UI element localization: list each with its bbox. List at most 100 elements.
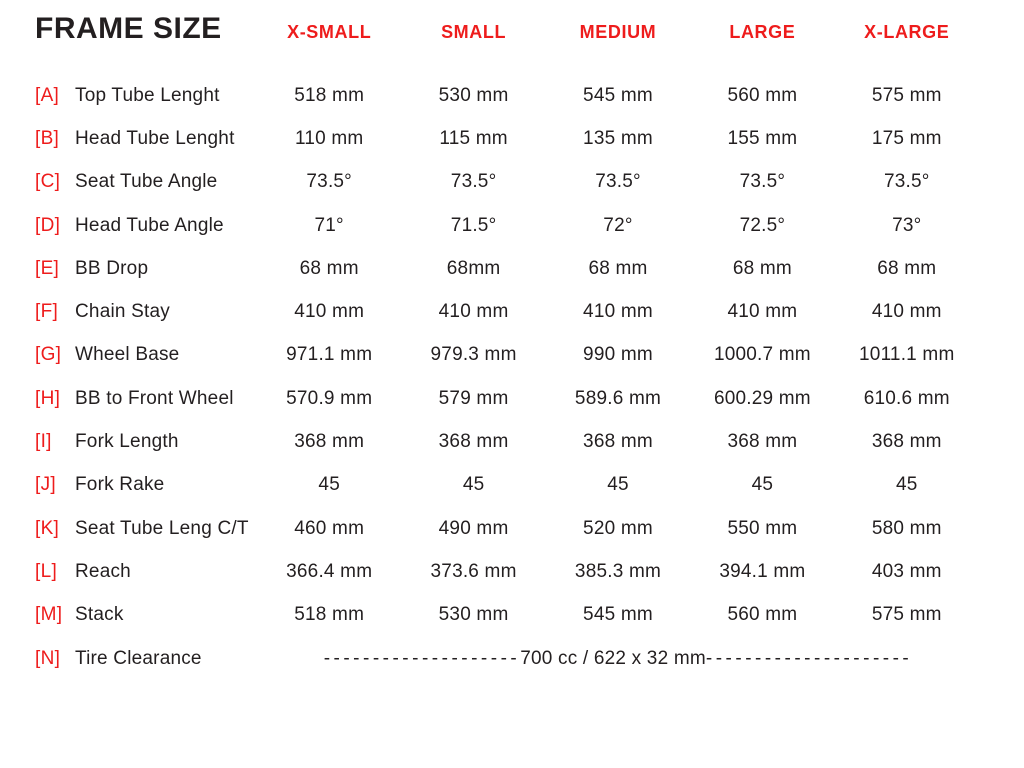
row-label-cell: [I] Fork Length xyxy=(35,431,257,453)
value-cell: 394.1 mm xyxy=(719,560,806,582)
value-cell: 579 mm xyxy=(438,387,509,409)
table-row-seat-tube-length: [K] Seat Tube Leng C/T 460 mm 490 mm 520… xyxy=(35,507,1024,550)
value-cell: 1011.1 mm xyxy=(859,344,955,366)
value-cell: 366.4 mm xyxy=(286,560,373,582)
row-key: [A] xyxy=(35,84,60,106)
row-label-cell: [F] Chain Stay xyxy=(35,301,257,323)
value-cell: 518 mm xyxy=(294,84,365,106)
table-row-chain-stay: [F] Chain Stay 410 mm 410 mm 410 mm 410 … xyxy=(35,290,1024,333)
row-label: Seat Tube Leng C/T xyxy=(75,517,249,539)
dash-filler-left: -------------------- xyxy=(323,647,521,669)
value-cell: 72.5° xyxy=(739,214,786,236)
value-cell: 368 mm xyxy=(583,431,653,453)
value-cell: 410 mm xyxy=(438,301,509,323)
value-cell: 560 mm xyxy=(727,84,798,106)
row-label: Head Tube Angle xyxy=(75,214,224,236)
row-label: BB Drop xyxy=(75,257,149,279)
row-label-cell: [G] Wheel Base xyxy=(35,344,257,366)
value-cell: 373.6 mm xyxy=(430,560,517,582)
row-key: [J] xyxy=(35,474,56,496)
value-cell: 135 mm xyxy=(583,127,653,149)
row-key: [D] xyxy=(35,214,61,236)
row-label-cell: [D] Head Tube Angle xyxy=(35,215,257,237)
value-cell: 73° xyxy=(892,214,922,236)
row-label: Fork Rake xyxy=(75,474,165,496)
value-cell: 45 xyxy=(318,474,340,496)
row-key: [L] xyxy=(35,560,58,582)
value-cell: 460 mm xyxy=(294,517,365,539)
row-label-cell: [H] BB to Front Wheel xyxy=(35,388,257,410)
row-label-cell: [N] Tire Clearance xyxy=(35,648,257,670)
value-cell: 155 mm xyxy=(727,127,798,149)
column-header-small: SMALL xyxy=(441,22,507,42)
value-cell: 990 mm xyxy=(583,344,653,366)
row-label-cell: [M] Stack xyxy=(35,604,257,626)
row-label: Head Tube Lenght xyxy=(75,127,235,149)
table-row-wheel-base: [G] Wheel Base 971.1 mm 979.3 mm 990 mm … xyxy=(35,334,1024,377)
row-label: Seat Tube Angle xyxy=(75,171,218,193)
frame-size-table: FRAME SIZE X-SMALL SMALL MEDIUM LARGE X-… xyxy=(35,12,1024,680)
row-key: [F] xyxy=(35,301,59,323)
row-key: [K] xyxy=(35,517,60,539)
row-key: [G] xyxy=(35,344,62,366)
value-cell: 45 xyxy=(462,474,485,496)
column-header-x-small: X-SMALL xyxy=(287,22,372,42)
value-cell: 545 mm xyxy=(583,84,653,106)
value-cell: 575 mm xyxy=(871,604,942,626)
row-label: Reach xyxy=(75,560,131,582)
row-key: [C] xyxy=(35,171,61,193)
value-cell: 1000.7 mm xyxy=(713,344,811,366)
value-cell: 68mm xyxy=(446,257,501,279)
value-cell: 530 mm xyxy=(438,604,509,626)
table-row-fork-rake: [J] Fork Rake 45 45 45 45 45 xyxy=(35,464,1024,507)
page-title: FRAME SIZE xyxy=(35,12,222,45)
row-label: Top Tube Lenght xyxy=(75,84,220,106)
value-cell: 175 mm xyxy=(871,127,942,149)
value-cell: 971.1 mm xyxy=(286,344,373,366)
value-cell: 570.9 mm xyxy=(286,387,373,409)
value-cell: 68 mm xyxy=(732,257,792,279)
value-cell: 589.6 mm xyxy=(574,387,662,409)
row-label-cell: [J] Fork Rake xyxy=(35,474,257,496)
value-cell: 68 mm xyxy=(588,257,648,279)
value-cell: 368 mm xyxy=(294,431,365,453)
row-label: BB to Front Wheel xyxy=(75,387,234,409)
value-cell: 71.5° xyxy=(450,214,497,236)
row-label: Wheel Base xyxy=(75,344,180,366)
value-cell: 560 mm xyxy=(727,604,798,626)
value-cell: 73.5° xyxy=(739,171,786,193)
value-cell: 410 mm xyxy=(583,301,653,323)
table-row-fork-length: [I] Fork Length 368 mm 368 mm 368 mm 368… xyxy=(35,420,1024,463)
value-cell: 68 mm xyxy=(877,257,937,279)
table-row-reach: [L] Reach 366.4 mm 373.6 mm 385.3 mm 394… xyxy=(35,550,1024,593)
value-cell: 410 mm xyxy=(727,301,798,323)
value-cell: 368 mm xyxy=(871,431,942,453)
row-label: Stack xyxy=(75,604,124,626)
value-cell: 410 mm xyxy=(871,301,942,323)
row-key: [M] xyxy=(35,604,63,626)
column-header-large: LARGE xyxy=(729,22,796,42)
value-cell: 73.5° xyxy=(883,171,930,193)
value-cell: 979.3 mm xyxy=(430,344,517,366)
value-cell: 520 mm xyxy=(583,517,653,539)
value-cell: 550 mm xyxy=(727,517,798,539)
row-label: Chain Stay xyxy=(75,301,170,323)
row-label-cell: [K] Seat Tube Leng C/T xyxy=(35,518,257,540)
value-cell: 580 mm xyxy=(871,517,942,539)
value-cell: 72° xyxy=(603,214,633,236)
value-cell: 518 mm xyxy=(294,604,365,626)
tire-clearance-text: 700 cc / 622 x 32 mm xyxy=(520,647,706,669)
value-cell: 45 xyxy=(751,474,774,496)
row-label-cell: [B] Head Tube Lenght xyxy=(35,128,257,150)
row-label-cell: [C] Seat Tube Angle xyxy=(35,171,257,193)
value-cell: 530 mm xyxy=(438,84,509,106)
value-cell: 110 mm xyxy=(294,127,364,149)
value-cell: 490 mm xyxy=(438,517,509,539)
value-cell: 71° xyxy=(314,214,344,236)
value-cell: 73.5° xyxy=(306,171,352,193)
table-row-tire-clearance: [N] Tire Clearance --------------------7… xyxy=(35,637,1024,680)
value-cell: 73.5° xyxy=(595,171,641,193)
column-header-x-large: X-LARGE xyxy=(864,22,950,42)
table-row-stack: [M] Stack 518 mm 530 mm 545 mm 560 mm 57… xyxy=(35,594,1024,637)
table-row-head-tube-angle: [D] Head Tube Angle 71° 71.5° 72° 72.5° … xyxy=(35,204,1024,247)
